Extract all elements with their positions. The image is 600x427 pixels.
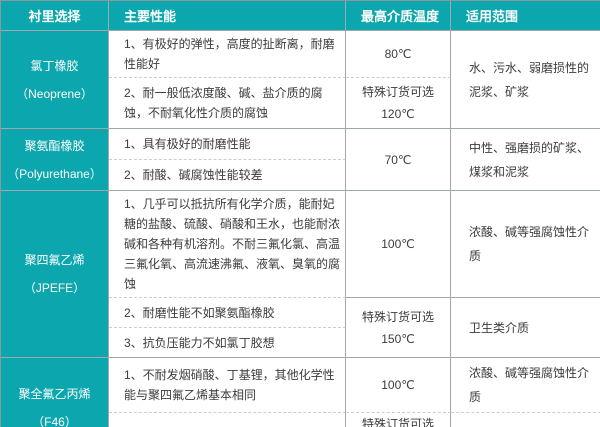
temperature-cell: 100℃ (346, 191, 451, 298)
temperature-cell: 特殊订货可选 150℃ (346, 298, 451, 358)
range-cell: 浓酸、碱等强腐蚀性介质 (451, 358, 600, 413)
column-header-applicable-range: 适用范围 (451, 1, 600, 31)
table-row: 3、抗负压能力不如氯丁胶想 (1, 328, 600, 358)
temperature-cell: 70℃ (346, 129, 451, 191)
temperature-cell: 特殊订货可选 150℃ (346, 413, 451, 427)
range-cell: 卫生类介质 (451, 298, 600, 358)
table-row: 聚四氟乙烯 （JPEFE） 1、几乎可以抵抗所有化学介质，能耐妃糖的盐酸、硫酸、… (1, 191, 600, 358)
temperature-cell: 特殊订货可选 120℃ (346, 78, 451, 129)
table-row: 聚氨酯橡胶 （Polyurethane） 1、具有极好的耐磨性能 70℃ 中性、… (1, 129, 600, 191)
range-cell: 水、污水、弱磨损性的泥浆、矿浆 (451, 31, 600, 129)
temperature-cell: 100℃ (346, 358, 451, 413)
performance-cell: 2、耐磨性能不如聚氨酯橡胶 (109, 298, 346, 328)
lining-cell-polyurethane: 聚氨酯橡胶 （Polyurethane） (1, 129, 109, 191)
performance-cell: 1、几乎可以抵抗所有化学介质，能耐妃糖的盐酸、硫酸、硝酸和王水，也能耐浓碱和各种… (109, 191, 346, 298)
performance-cell: 2、抗负压能力高于聚四氟乙烯 (109, 413, 346, 427)
lining-cell-ptfe: 聚四氟乙烯 （JPEFE） (1, 191, 109, 358)
range-cell: 中性、强磨损的矿浆、煤浆和泥浆 (451, 129, 600, 191)
table-row: 2、耐一般低浓度酸、碱、盐介质的腐蚀，不耐氧化性介质的腐蚀 特殊订货可选 120… (1, 78, 600, 129)
table-row: 2、抗负压能力高于聚四氟乙烯 特殊订货可选 150℃ 卫生类介质 (1, 413, 600, 427)
performance-cell: 2、耐一般低浓度酸、碱、盐介质的腐蚀，不耐氧化性介质的腐蚀 (109, 78, 346, 129)
column-header-max-temperature: 最高介质温度 (346, 1, 451, 31)
column-header-lining: 衬里选择 (1, 1, 109, 31)
performance-cell: 1、具有极好的耐磨性能 (109, 129, 346, 160)
range-cell: 浓酸、碱等强腐蚀性介质 (451, 191, 600, 298)
lining-cell-neoprene: 氯丁橡胶 （Neoprene） (1, 31, 109, 129)
table-row: 聚全氟乙丙烯 （F46） 1、不耐发烟硝酸、丁基锂，其他化学性能与聚四氟乙烯基本… (1, 358, 600, 427)
temperature-cell: 80℃ (346, 31, 451, 78)
header-row: 衬里选择 主要性能 最高介质温度 适用范围 (1, 1, 600, 31)
table-row: 氯丁橡胶 （Neoprene） 1、有极好的弹性，高度的扯断离，耐磨性能好 80… (1, 31, 600, 129)
table-row: 2、耐磨性能不如聚氨酯橡胶 特殊订货可选 150℃ 卫生类介质 (1, 298, 600, 358)
column-header-performance: 主要性能 (109, 1, 346, 31)
lining-cell-f46: 聚全氟乙丙烯 （F46） (1, 358, 109, 427)
performance-cell: 3、抗负压能力不如氯丁胶想 (109, 328, 346, 358)
performance-cell: 2、耐酸、碱腐蚀性能较差 (109, 160, 346, 191)
table-row: 2、耐酸、碱腐蚀性能较差 (1, 160, 600, 191)
performance-cell: 1、有极好的弹性，高度的扯断离，耐磨性能好 (109, 31, 346, 78)
range-cell: 卫生类介质 (451, 413, 600, 427)
performance-cell: 1、不耐发烟硝酸、丁基锂，其他化学性能与聚四氟乙烯基本相同 (109, 358, 346, 413)
